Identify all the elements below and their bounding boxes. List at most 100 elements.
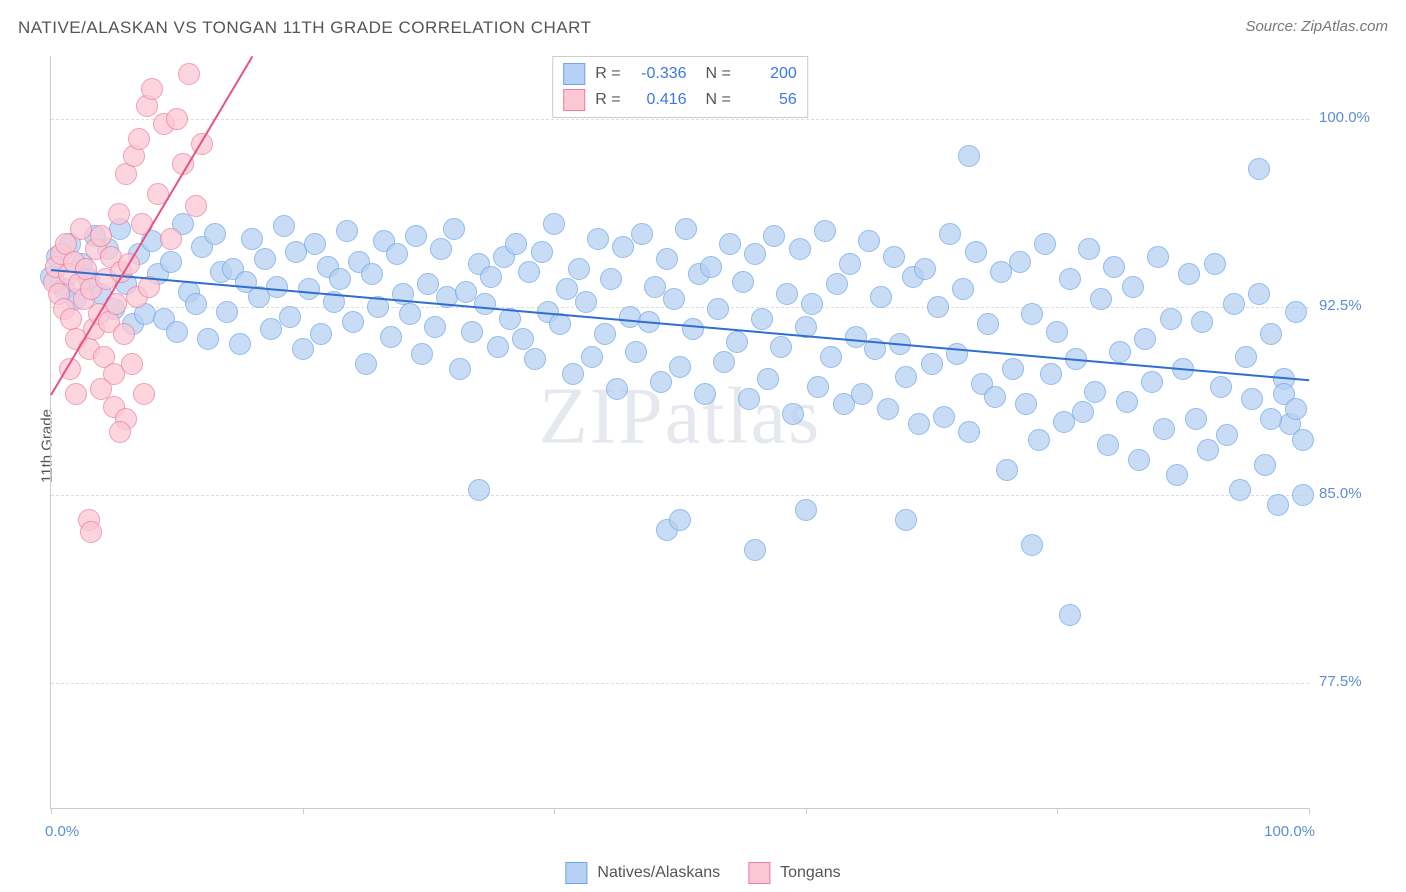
data-point [801,293,823,315]
data-point [1153,418,1175,440]
data-point [1109,341,1131,363]
data-point [594,323,616,345]
data-point [543,213,565,235]
data-point [121,353,143,375]
data-point [229,333,251,355]
stats-n-label: N = [697,65,731,83]
stats-r-value: -0.336 [631,65,687,83]
data-point [292,338,314,360]
data-point [933,406,955,428]
data-point [694,383,716,405]
data-point [895,509,917,531]
data-point [726,331,748,353]
scatter-plot: ZIPatlas R =-0.336 N =200R =0.416 N =56 … [50,56,1309,809]
y-tick-label: 100.0% [1319,109,1370,126]
data-point [260,318,282,340]
data-point [1040,363,1062,385]
data-point [204,223,226,245]
data-point [807,376,829,398]
data-point [789,238,811,260]
data-point [505,233,527,255]
data-point [1292,429,1314,451]
data-point [1248,158,1270,180]
data-point [732,271,754,293]
y-tick-label: 92.5% [1319,297,1362,314]
data-point [361,263,383,285]
series-legend: Natives/AlaskansTongans [565,862,840,884]
data-point [644,276,666,298]
data-point [166,108,188,130]
data-point [908,413,930,435]
data-point [977,313,999,335]
data-point [1185,408,1207,430]
data-point [839,253,861,275]
x-tick [1057,808,1058,814]
data-point [1002,358,1024,380]
x-tick [806,808,807,814]
data-point [1285,398,1307,420]
data-point [965,241,987,263]
data-point [70,218,92,240]
data-point [939,223,961,245]
data-point [877,398,899,420]
data-point [108,203,130,225]
data-point [133,383,155,405]
legend-label: Tongans [780,864,841,882]
data-point [1216,424,1238,446]
data-point [405,225,427,247]
data-point [487,336,509,358]
stats-swatch [563,89,585,111]
data-point [984,386,1006,408]
data-point [1046,321,1068,343]
data-point [216,301,238,323]
data-point [524,348,546,370]
data-point [776,283,798,305]
data-point [1072,401,1094,423]
data-point [279,306,301,328]
data-point [1134,328,1156,350]
data-point [682,318,704,340]
data-point [713,351,735,373]
data-point [757,368,779,390]
data-point [675,218,697,240]
data-point [914,258,936,280]
legend-swatch [565,862,587,884]
data-point [1034,233,1056,255]
data-point [738,388,760,410]
data-point [612,236,634,258]
data-point [581,346,603,368]
data-point [1241,388,1263,410]
data-point [625,341,647,363]
data-point [1204,253,1226,275]
data-point [518,261,540,283]
data-point [65,383,87,405]
data-point [631,223,653,245]
y-tick-label: 85.0% [1319,485,1362,502]
data-point [656,248,678,270]
data-point [60,308,82,330]
data-point [568,258,590,280]
stats-legend: R =-0.336 N =200R =0.416 N =56 [552,56,808,118]
data-point [770,336,792,358]
data-point [461,321,483,343]
data-point [1103,256,1125,278]
data-point [480,266,502,288]
data-point [1147,246,1169,268]
x-tick [303,808,304,814]
data-point [1128,449,1150,471]
data-point [1078,238,1100,260]
stats-row: R =0.416 N =56 [563,87,797,113]
data-point [185,293,207,315]
data-point [575,291,597,313]
data-point [751,308,773,330]
x-label-left: 0.0% [45,823,79,840]
gridline [51,683,1309,684]
data-point [795,499,817,521]
data-point [1267,494,1289,516]
data-point [399,303,421,325]
x-label-right: 100.0% [1264,823,1315,840]
data-point [1197,439,1219,461]
data-point [342,311,364,333]
data-point [763,225,785,247]
data-point [1292,484,1314,506]
